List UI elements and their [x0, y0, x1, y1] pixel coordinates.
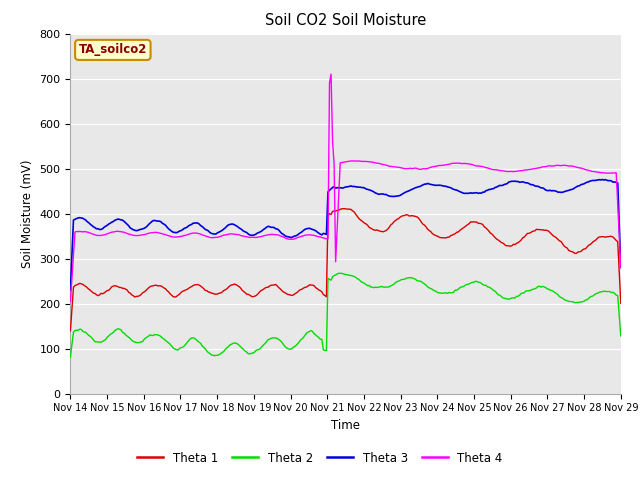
Legend: Theta 1, Theta 2, Theta 3, Theta 4: Theta 1, Theta 2, Theta 3, Theta 4: [132, 447, 508, 469]
Y-axis label: Soil Moisture (mV): Soil Moisture (mV): [21, 159, 34, 268]
X-axis label: Time: Time: [331, 419, 360, 432]
Text: TA_soilco2: TA_soilco2: [79, 43, 147, 56]
Title: Soil CO2 Soil Moisture: Soil CO2 Soil Moisture: [265, 13, 426, 28]
